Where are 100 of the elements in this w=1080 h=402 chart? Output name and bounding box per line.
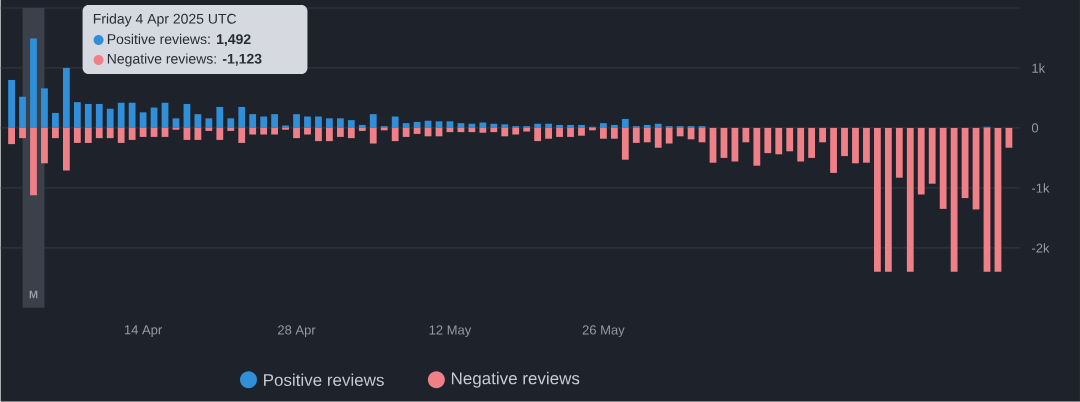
- bar: [336, 118, 344, 129]
- bar: [369, 128, 377, 144]
- bar: [293, 114, 300, 129]
- bar: [347, 128, 355, 139]
- bar: [468, 128, 476, 133]
- bar: [610, 128, 618, 139]
- bar: [315, 128, 322, 142]
- bar: [654, 128, 662, 148]
- bar: [30, 38, 37, 129]
- bar: [578, 128, 585, 136]
- bar: [260, 116, 268, 129]
- bar: [238, 128, 246, 144]
- bar: [950, 128, 958, 272]
- bar: [600, 128, 607, 139]
- bar: [106, 128, 114, 139]
- bar: [73, 102, 81, 129]
- bar: [62, 68, 70, 129]
- bar: [600, 123, 607, 129]
- band-label: M: [29, 290, 38, 299]
- bar: [128, 128, 136, 141]
- bar: [841, 128, 848, 157]
- bar: [84, 104, 92, 129]
- y-tick-label: 0: [1031, 123, 1039, 133]
- bar: [19, 96, 26, 129]
- bar: [172, 118, 180, 129]
- bar: [512, 128, 520, 135]
- bar: [8, 128, 15, 145]
- bar: [227, 128, 235, 132]
- bar: [194, 128, 202, 141]
- bar: [304, 128, 311, 135]
- x-tick-label: 12 May: [429, 325, 472, 338]
- bar: [216, 128, 224, 141]
- bar: [621, 119, 629, 129]
- bar: [764, 128, 772, 154]
- bar: [501, 124, 509, 129]
- bar: [315, 116, 322, 129]
- bar: [304, 116, 311, 129]
- annotation: Positive reviews: 1,492: [107, 33, 251, 47]
- bar: [556, 125, 563, 129]
- bar: [52, 113, 59, 129]
- bar: [271, 128, 279, 135]
- bar: [643, 125, 651, 129]
- bar: [742, 128, 750, 143]
- bar: [534, 128, 542, 142]
- y-tick-label: -2k: [1031, 243, 1050, 253]
- bar: [819, 128, 826, 143]
- bar: [391, 128, 399, 142]
- bar: [52, 128, 59, 139]
- bar: [501, 128, 509, 137]
- bar: [939, 128, 947, 209]
- bar: [468, 123, 476, 129]
- bar: [808, 128, 816, 159]
- bar: [271, 114, 279, 129]
- bar: [19, 128, 26, 139]
- bar: [1005, 128, 1013, 148]
- bar: [917, 128, 925, 195]
- bar: [852, 128, 859, 164]
- bar: [391, 116, 399, 129]
- bar: [621, 128, 629, 160]
- bar: [62, 128, 70, 171]
- bar: [797, 128, 805, 162]
- bar: [347, 120, 355, 129]
- bar: [139, 112, 147, 129]
- bar: [30, 128, 37, 196]
- bar: [786, 128, 794, 152]
- bar: [293, 128, 300, 139]
- bar: [227, 118, 235, 129]
- bar: [928, 128, 936, 184]
- bar: [95, 104, 103, 129]
- bar: [490, 123, 498, 129]
- bar: [479, 128, 487, 133]
- y-tick-label: -1k: [1031, 183, 1050, 193]
- bar: [205, 128, 213, 132]
- bar: [435, 121, 443, 129]
- bar: [895, 128, 903, 178]
- bar: [194, 114, 202, 129]
- bar: [84, 128, 92, 144]
- bar: [874, 128, 881, 272]
- bar: [249, 128, 257, 135]
- bar: [402, 123, 410, 129]
- bar: [567, 125, 574, 129]
- bar: [545, 128, 552, 139]
- bar: [369, 114, 377, 129]
- bar: [41, 128, 48, 164]
- bar: [534, 123, 542, 129]
- bar: [884, 128, 892, 272]
- bar: [336, 128, 344, 138]
- bar: [578, 125, 585, 129]
- legend-label: Positive reviews: [264, 373, 384, 387]
- x-tick-label: 14 Apr: [124, 325, 162, 338]
- bar: [238, 107, 246, 129]
- y-tick-label: 1k: [1032, 63, 1046, 73]
- bar: [665, 128, 673, 144]
- bar: [632, 128, 640, 144]
- bar: [216, 107, 224, 129]
- bar: [106, 108, 114, 129]
- bar: [753, 128, 761, 166]
- bar: [117, 128, 125, 144]
- bar: [545, 123, 552, 129]
- bar: [41, 88, 48, 129]
